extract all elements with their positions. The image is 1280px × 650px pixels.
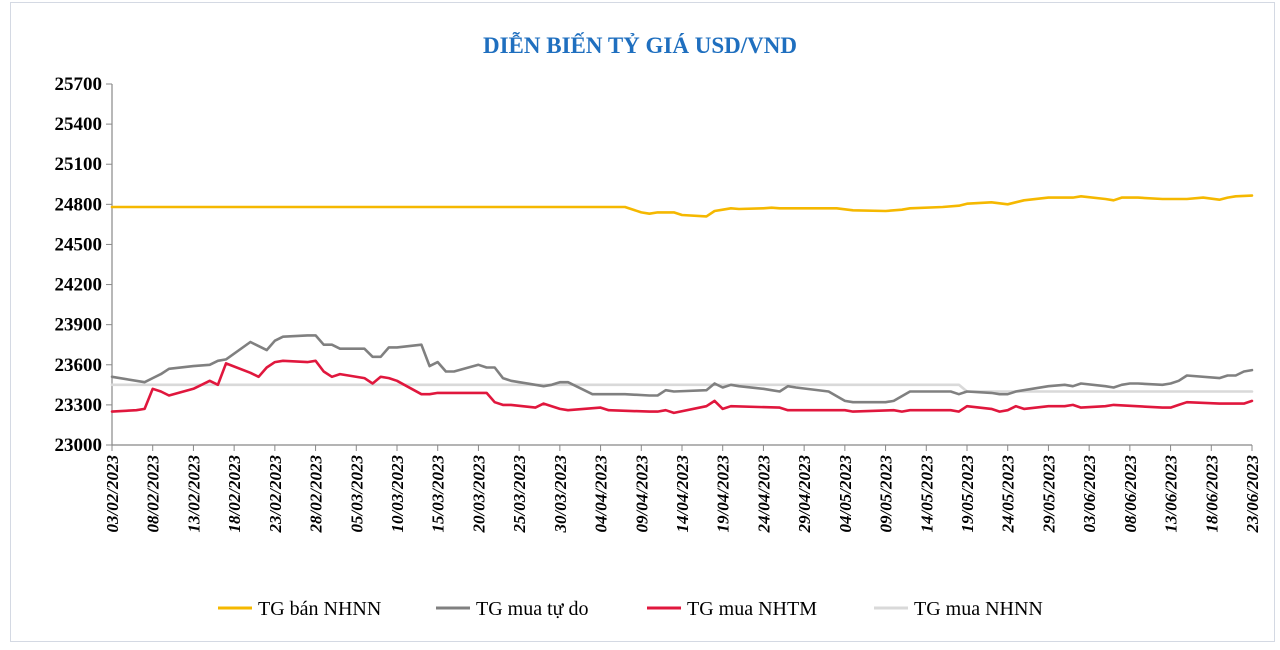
x-tick-label: 03/02/2023 xyxy=(103,455,122,533)
y-tick-label: 23300 xyxy=(55,395,103,416)
y-tick-label: 23600 xyxy=(55,355,103,376)
x-tick-label: 15/03/2023 xyxy=(429,455,448,533)
x-tick-label: 24/05/2023 xyxy=(999,455,1018,534)
x-tick-label: 13/06/2023 xyxy=(1162,455,1181,533)
x-axis-ticks: 03/02/2023 08/02/2023 13/02/2023 18/02/2023… xyxy=(103,445,1262,533)
y-tick-label: 23000 xyxy=(55,435,103,456)
x-tick-label: 28/02/2023 xyxy=(307,455,326,534)
x-tick-label: 18/06/2023 xyxy=(1202,455,1221,533)
legend-label: TG mua tự do xyxy=(476,598,589,620)
x-tick-label: 08/06/2023 xyxy=(1121,455,1140,533)
x-tick-label: 03/06/2023 xyxy=(1080,455,1099,533)
chart-frame xyxy=(10,2,1275,642)
x-tick-label: 04/05/2023 xyxy=(836,455,855,533)
y-tick-label: 24200 xyxy=(55,275,103,296)
x-tick-label: 20/03/2023 xyxy=(469,455,488,534)
y-tick-label: 25400 xyxy=(55,114,103,135)
x-tick-label: 10/03/2023 xyxy=(388,455,407,533)
chart-title: DIỄN BIẾN TỶ GIÁ USD/VND xyxy=(483,31,797,58)
x-tick-label: 14/05/2023 xyxy=(917,455,936,533)
y-tick-label: 25700 xyxy=(55,74,103,95)
y-tick-label: 24800 xyxy=(55,194,103,215)
legend: TG bán NHNN TG mua tự do TG mua NHTM TG mua… xyxy=(218,598,1043,620)
x-tick-label: 18/02/2023 xyxy=(225,455,244,533)
legend-label: TG mua NHNN xyxy=(914,598,1043,620)
x-tick-label: 19/05/2023 xyxy=(958,455,977,533)
x-tick-label: 29/04/2023 xyxy=(795,455,814,534)
series-lines xyxy=(110,194,1254,415)
y-tick-label: 23900 xyxy=(55,315,103,336)
x-tick-label: 29/05/2023 xyxy=(1039,455,1058,534)
x-tick-label: 19/04/2023 xyxy=(714,455,733,533)
y-axis-ticks: 25700 25400 25100 24800 24500 24200 23900 23600… xyxy=(55,74,112,456)
x-tick-label: 30/03/2023 xyxy=(551,455,570,534)
x-tick-label: 24/04/2023 xyxy=(754,455,773,534)
series-line-2 xyxy=(110,359,1254,415)
y-tick-label: 25100 xyxy=(55,154,103,175)
x-tick-label: 23/02/2023 xyxy=(266,455,285,534)
x-tick-label: 23/06/2023 xyxy=(1243,455,1262,534)
x-tick-label: 09/04/2023 xyxy=(632,455,651,533)
x-tick-label: 04/04/2023 xyxy=(592,455,611,533)
x-tick-label: 09/05/2023 xyxy=(877,455,896,533)
legend-label: TG mua NHTM xyxy=(687,598,817,620)
x-tick-label: 05/03/2023 xyxy=(347,455,366,533)
x-tick-label: 14/04/2023 xyxy=(673,455,692,533)
series-line-0 xyxy=(110,194,1254,218)
x-tick-label: 08/02/2023 xyxy=(144,455,163,533)
legend-label: TG bán NHNN xyxy=(258,598,381,620)
y-tick-label: 24500 xyxy=(55,234,103,255)
series-line-1 xyxy=(110,334,1254,404)
x-tick-label: 13/02/2023 xyxy=(184,455,203,533)
x-tick-label: 25/03/2023 xyxy=(510,455,529,534)
